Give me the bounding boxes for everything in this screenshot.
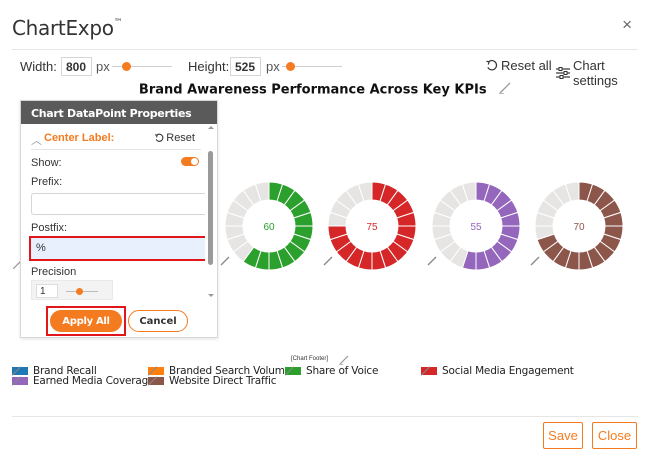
chart-settings-label: Chart settings (573, 58, 618, 88)
postfix-label: Postfix: (31, 222, 68, 234)
app-title: ChartExpo™ (12, 16, 123, 40)
legend-label: Website Direct Traffic (169, 375, 277, 387)
header-divider (12, 49, 638, 50)
chart-title-text[interactable]: Brand Awareness Performance Across Key K… (138, 82, 487, 98)
edit-pencil-icon[interactable] (323, 253, 333, 271)
precision-input[interactable]: 1 (36, 284, 58, 298)
height-slider-knob[interactable] (286, 62, 295, 71)
section-reset-button[interactable]: Reset (154, 132, 195, 144)
donut-center-label: 75 (366, 222, 378, 233)
precision-control: 1 (31, 280, 113, 300)
legend-label: Earned Media Coverage (33, 375, 155, 387)
donut-chart[interactable]: 55 (431, 181, 521, 271)
prefix-label: Prefix: (31, 176, 63, 188)
legend-swatch (12, 367, 28, 375)
trademark: ™ (113, 18, 123, 28)
legend-item[interactable]: Brand Recall (12, 365, 97, 377)
legend-item[interactable]: Earned Media Coverage (12, 375, 155, 387)
height-input[interactable]: 525 (230, 57, 261, 76)
show-toggle[interactable] (181, 157, 199, 166)
toolbar: Width: 800 px Height: 525 px Reset all C… (20, 57, 638, 88)
legend-swatch (12, 377, 28, 385)
legend-item[interactable]: Website Direct Traffic (148, 375, 276, 387)
chart-title: Brand Awareness Performance Across Key K… (0, 82, 650, 98)
precision-slider[interactable] (66, 288, 98, 295)
section-reset-label: Reset (166, 132, 195, 144)
precision-label: Precision (31, 266, 77, 278)
edit-pencil-icon[interactable] (427, 253, 437, 271)
apply-highlight (46, 306, 126, 336)
donut-chart[interactable]: 60 (224, 181, 314, 271)
edit-pencil-icon[interactable] (12, 256, 22, 274)
legend-item[interactable]: Share of Voice (285, 365, 378, 377)
legend-label: Share of Voice (306, 365, 379, 377)
close-button[interactable]: Close (592, 422, 637, 449)
scroll-up-arrow-icon[interactable] (208, 126, 214, 129)
width-input[interactable]: 800 (61, 57, 92, 76)
apply-all-button[interactable]: Apply All (50, 310, 122, 332)
show-label: Show: (31, 157, 62, 169)
footer-divider (12, 416, 638, 417)
scroll-down-arrow-icon[interactable] (208, 294, 214, 297)
panel-header: Chart DataPoint Properties (21, 101, 217, 124)
panel-scrollbar[interactable] (205, 124, 217, 300)
legend-swatch (285, 367, 301, 375)
width-label: Width: (20, 59, 57, 74)
chevron-up-icon[interactable]: ︿ (31, 135, 42, 147)
datapoint-properties-panel: Chart DataPoint Properties ︿ Center Labe… (20, 100, 218, 338)
center-label-section-header[interactable]: ︿ Center Label: Reset (31, 130, 201, 150)
scrollbar-thumb[interactable] (208, 151, 213, 265)
chart-footer-placeholder[interactable]: [Chart Footer] (291, 356, 329, 362)
precision-slider-knob[interactable] (76, 288, 83, 295)
donut-center-label: 70 (573, 222, 585, 233)
legend-swatch (148, 377, 164, 385)
edit-pencil-icon[interactable] (220, 253, 230, 271)
reset-icon (155, 133, 164, 142)
height-unit: px (266, 59, 280, 74)
panel-body: ︿ Center Label: Reset Show: Prefix: Post… (21, 124, 205, 300)
cancel-button[interactable]: Cancel (128, 310, 188, 332)
app-title-text: ChartExpo (12, 16, 114, 40)
legend-swatch (148, 367, 164, 375)
width-unit: px (96, 59, 110, 74)
save-button[interactable]: Save (543, 422, 583, 449)
donut-chart[interactable]: 75 (327, 181, 417, 271)
legend-label: Social Media Engagement (442, 365, 574, 377)
prefix-input[interactable] (31, 193, 205, 215)
donut-center-label: 60 (263, 222, 275, 233)
height-slider[interactable] (282, 62, 342, 71)
legend-swatch (421, 367, 437, 375)
edit-pencil-icon[interactable] (339, 352, 349, 370)
chart-settings-button[interactable]: Chart settings (556, 58, 638, 88)
chart-legend: Brand Recall Earned Media Coverage Brand… (0, 362, 650, 392)
edit-pencil-icon[interactable] (530, 253, 540, 271)
center-label-title: Center Label: (44, 132, 115, 144)
width-slider[interactable] (112, 62, 172, 71)
reset-all-label: Reset all (501, 58, 552, 73)
legend-label: Branded Search Volume (169, 365, 292, 377)
sliders-icon (556, 67, 570, 79)
close-icon[interactable]: × (622, 15, 632, 34)
edit-pencil-icon[interactable] (499, 82, 511, 98)
legend-label: Brand Recall (33, 365, 97, 377)
height-label: Height: (188, 59, 230, 74)
donut-center-label: 55 (470, 222, 482, 233)
postfix-input[interactable]: % (29, 236, 205, 261)
panel-footer: Apply All Cancel (21, 306, 217, 336)
donut-chart[interactable]: 70 (534, 181, 624, 271)
legend-item[interactable]: Social Media Engagement (421, 365, 574, 377)
reset-all-button[interactable]: Reset all (485, 58, 552, 73)
legend-item[interactable]: Branded Search Volume (148, 365, 291, 377)
width-slider-knob[interactable] (122, 62, 131, 71)
reset-icon (485, 59, 498, 72)
